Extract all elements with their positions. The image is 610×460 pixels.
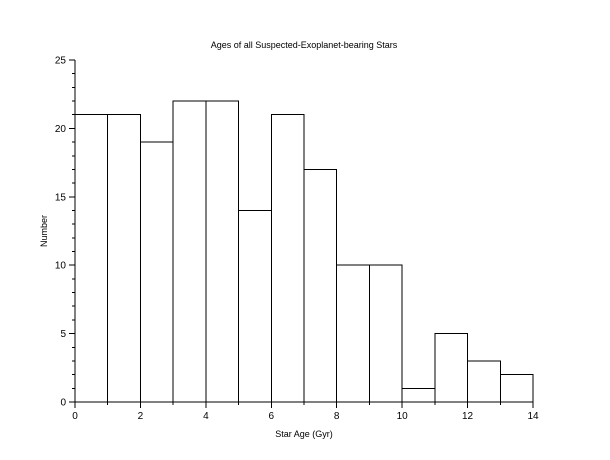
x-axis: 0 2 4 6 8 10 12 14 (72, 401, 539, 422)
y-tick-label: 15 (55, 192, 67, 203)
x-tick-label: 12 (462, 411, 474, 422)
y-tick-label: 10 (55, 261, 67, 272)
histogram-bar (368, 264, 403, 403)
histogram-bar (205, 100, 240, 403)
y-tick-label: 20 (55, 124, 67, 135)
x-tick-label: 2 (138, 411, 144, 422)
histogram-bar (336, 264, 370, 403)
histogram-bar (270, 114, 305, 403)
histogram-bar (172, 100, 207, 403)
histogram-bar (467, 360, 501, 403)
histogram-bar (434, 333, 469, 403)
histogram-bar (107, 114, 141, 403)
y-tick-label: 25 (55, 56, 67, 67)
chart-title: Ages of all Suspected-Exoplanet-bearing … (211, 40, 398, 50)
y-tick-label: 5 (60, 329, 66, 340)
x-tick-label: 4 (203, 411, 209, 422)
histogram-bars (74, 100, 534, 403)
x-tick-label: 8 (334, 411, 340, 422)
x-tick-label: 6 (269, 411, 275, 422)
histogram-bar (139, 141, 174, 403)
x-tick-label: 10 (397, 411, 409, 422)
y-axis-label: Number (39, 215, 49, 247)
histogram-bar (238, 209, 272, 403)
histogram-bar (74, 114, 109, 403)
y-tick-label: 0 (60, 398, 66, 409)
x-tick-label: 14 (527, 411, 539, 422)
x-axis-label: Star Age (Gyr) (275, 429, 333, 439)
histogram-bar (499, 374, 534, 403)
x-tick-label: 0 (72, 411, 78, 422)
y-axis: 0 5 10 15 20 25 (55, 56, 76, 409)
histogram-bar (303, 168, 338, 403)
histogram-bar (401, 387, 436, 403)
